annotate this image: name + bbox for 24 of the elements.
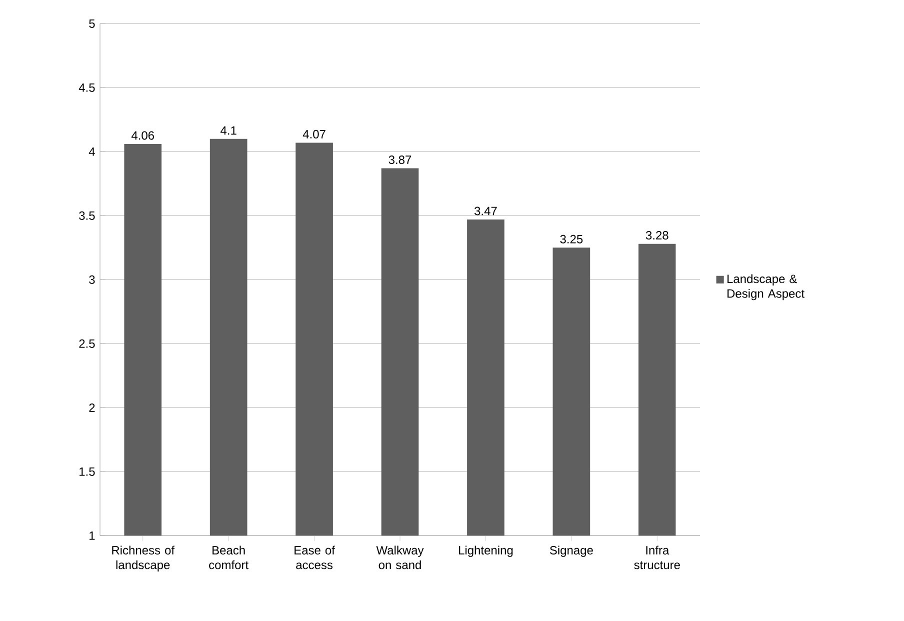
x-tick-label: Lightening [459, 546, 513, 557]
x-tick-label: Walkway on sand [376, 546, 424, 570]
y-tick-label: 4 [88, 148, 95, 156]
y-tick-label: 2 [89, 403, 95, 412]
data-label: 4.1 [220, 126, 236, 135]
x-tick-label: Infra structure [634, 546, 680, 570]
data-label: 3.87 [388, 156, 412, 164]
data-label: 4.07 [302, 130, 326, 138]
y-tick-label: 3.5 [79, 211, 95, 220]
data-label: 3.47 [474, 206, 497, 216]
data-label: 3.25 [560, 234, 583, 244]
y-tick-label: 2.5 [79, 339, 95, 348]
x-tick-label: Richness of landscape [112, 546, 175, 572]
x-tick-label: Beach comfort [209, 546, 248, 570]
x-tick-label: Signage [550, 546, 593, 557]
y-tick-label: 5 [89, 19, 95, 28]
y-tick-label: 3 [89, 275, 95, 284]
data-label: 4.06 [131, 131, 154, 140]
y-tick-label: 1.5 [80, 467, 95, 476]
x-tick-label: Ease of access [294, 546, 335, 570]
y-tick-label: 1 [90, 532, 95, 540]
legend-label: Landscape & Design Aspect [728, 274, 804, 300]
y-tick-label: 4.5 [78, 83, 95, 92]
data-label: 3.28 [646, 231, 668, 240]
